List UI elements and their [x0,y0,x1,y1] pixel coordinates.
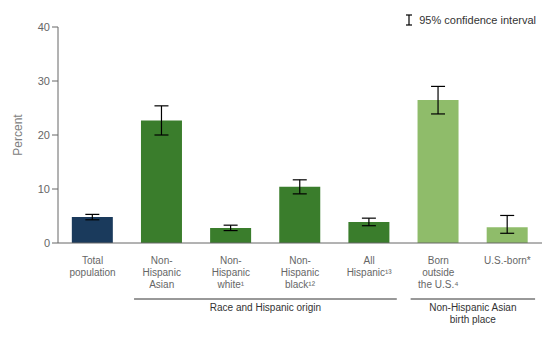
svg-text:U.S.-born*: U.S.-born* [484,255,531,266]
svg-text:Non-Hispanic Asianbirth place: Non-Hispanic Asianbirth place [429,302,516,325]
svg-text:20: 20 [38,129,50,141]
svg-text:Non-Hispanicwhite¹: Non-Hispanicwhite¹ [212,255,250,290]
svg-text:Race and Hispanic origin: Race and Hispanic origin [210,302,321,313]
svg-text:Non-HispanicAsian: Non-HispanicAsian [143,255,181,290]
svg-text:0: 0 [44,237,50,249]
svg-text:Bornoutsidethe U.S.⁴: Bornoutsidethe U.S.⁴ [418,255,458,290]
html-text:95% confidence interval: 95% confidence interval [419,14,536,26]
svg-text:40: 40 [38,21,50,33]
svg-text:30: 30 [38,75,50,87]
svg-text:Percent: Percent [11,114,25,156]
svg-text:10: 10 [38,183,50,195]
svg-text:Totalpopulation: Totalpopulation [69,255,115,278]
svg-text:AllHispanic¹³: AllHispanic¹³ [347,255,393,278]
svg-text:Non-Hispanicblack¹²: Non-Hispanicblack¹² [281,255,319,290]
